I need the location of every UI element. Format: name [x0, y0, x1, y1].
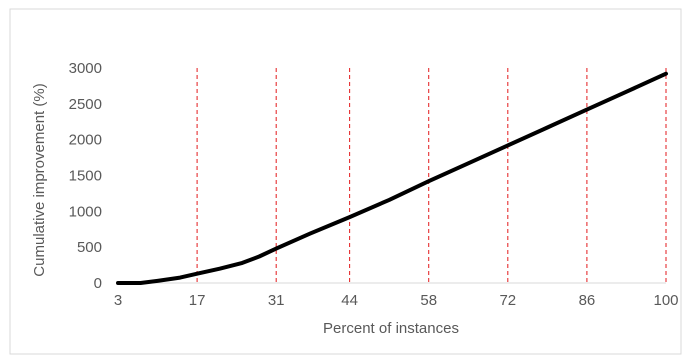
- series-line: [116, 71, 668, 285]
- x-axis-title: Percent of instances: [323, 320, 459, 337]
- x-tick-label: 3: [114, 292, 122, 309]
- y-tick-label: 3000: [69, 60, 102, 77]
- chart-border: [9, 8, 682, 355]
- x-tick-label: 72: [499, 292, 516, 309]
- y-tick-label: 500: [77, 239, 102, 256]
- x-tick-label: 44: [341, 292, 358, 309]
- x-tick-label: 86: [579, 292, 596, 309]
- y-tick-label: 1500: [69, 168, 102, 185]
- y-tick-label: 1000: [69, 203, 102, 220]
- y-axis-title: Cumulative improvement (%): [31, 83, 48, 276]
- x-axis-ticks: 3 17 31 44 58 72 86 100: [114, 292, 679, 309]
- y-tick-label: 0: [94, 275, 102, 292]
- y-tick-label: 2500: [69, 96, 102, 113]
- x-tick-label: 17: [189, 292, 206, 309]
- y-tick-label: 2000: [69, 132, 102, 149]
- reference-lines: [196, 68, 667, 283]
- y-axis-ticks: 0 500 1000 1500 2000 2500 3000: [69, 60, 102, 292]
- x-tick-label: 58: [420, 292, 437, 309]
- x-tick-label: 100: [653, 292, 678, 309]
- x-tick-label: 31: [268, 292, 285, 309]
